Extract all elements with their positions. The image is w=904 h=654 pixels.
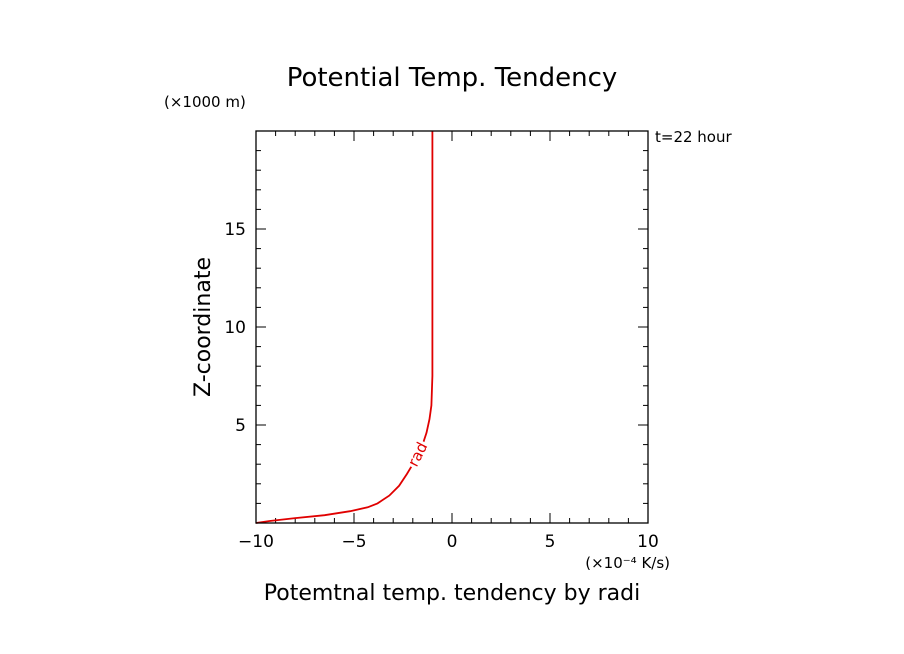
x-tick-label: −5 xyxy=(341,532,366,552)
time-annotation: t=22 hour xyxy=(655,128,732,146)
x-tick-label: 10 xyxy=(637,532,659,552)
series-line xyxy=(255,131,434,524)
y-tick-label: 15 xyxy=(224,220,246,240)
series-label-bg xyxy=(405,438,431,471)
axis-ticks: −10 −5 0 5 10 5 10 15 xyxy=(224,130,659,552)
chart-title: Potential Temp. Tendency xyxy=(287,63,618,93)
x-tick-label: −10 xyxy=(238,532,274,552)
plot-frame xyxy=(255,130,649,524)
x-unit-label: (×10⁻⁴ K/s) xyxy=(585,554,670,572)
y-tick-label: 10 xyxy=(224,318,246,338)
x-tick-label: 0 xyxy=(447,532,458,552)
series-layer: rad xyxy=(255,131,434,524)
x-axis-label: Potemtnal temp. tendency by radi xyxy=(264,581,640,606)
y-unit-label: (×1000 m) xyxy=(164,93,246,111)
y-axis-label: Z-coordinate xyxy=(191,257,216,397)
x-tick-label: 5 xyxy=(545,532,556,552)
y-tick-label: 5 xyxy=(235,416,246,436)
